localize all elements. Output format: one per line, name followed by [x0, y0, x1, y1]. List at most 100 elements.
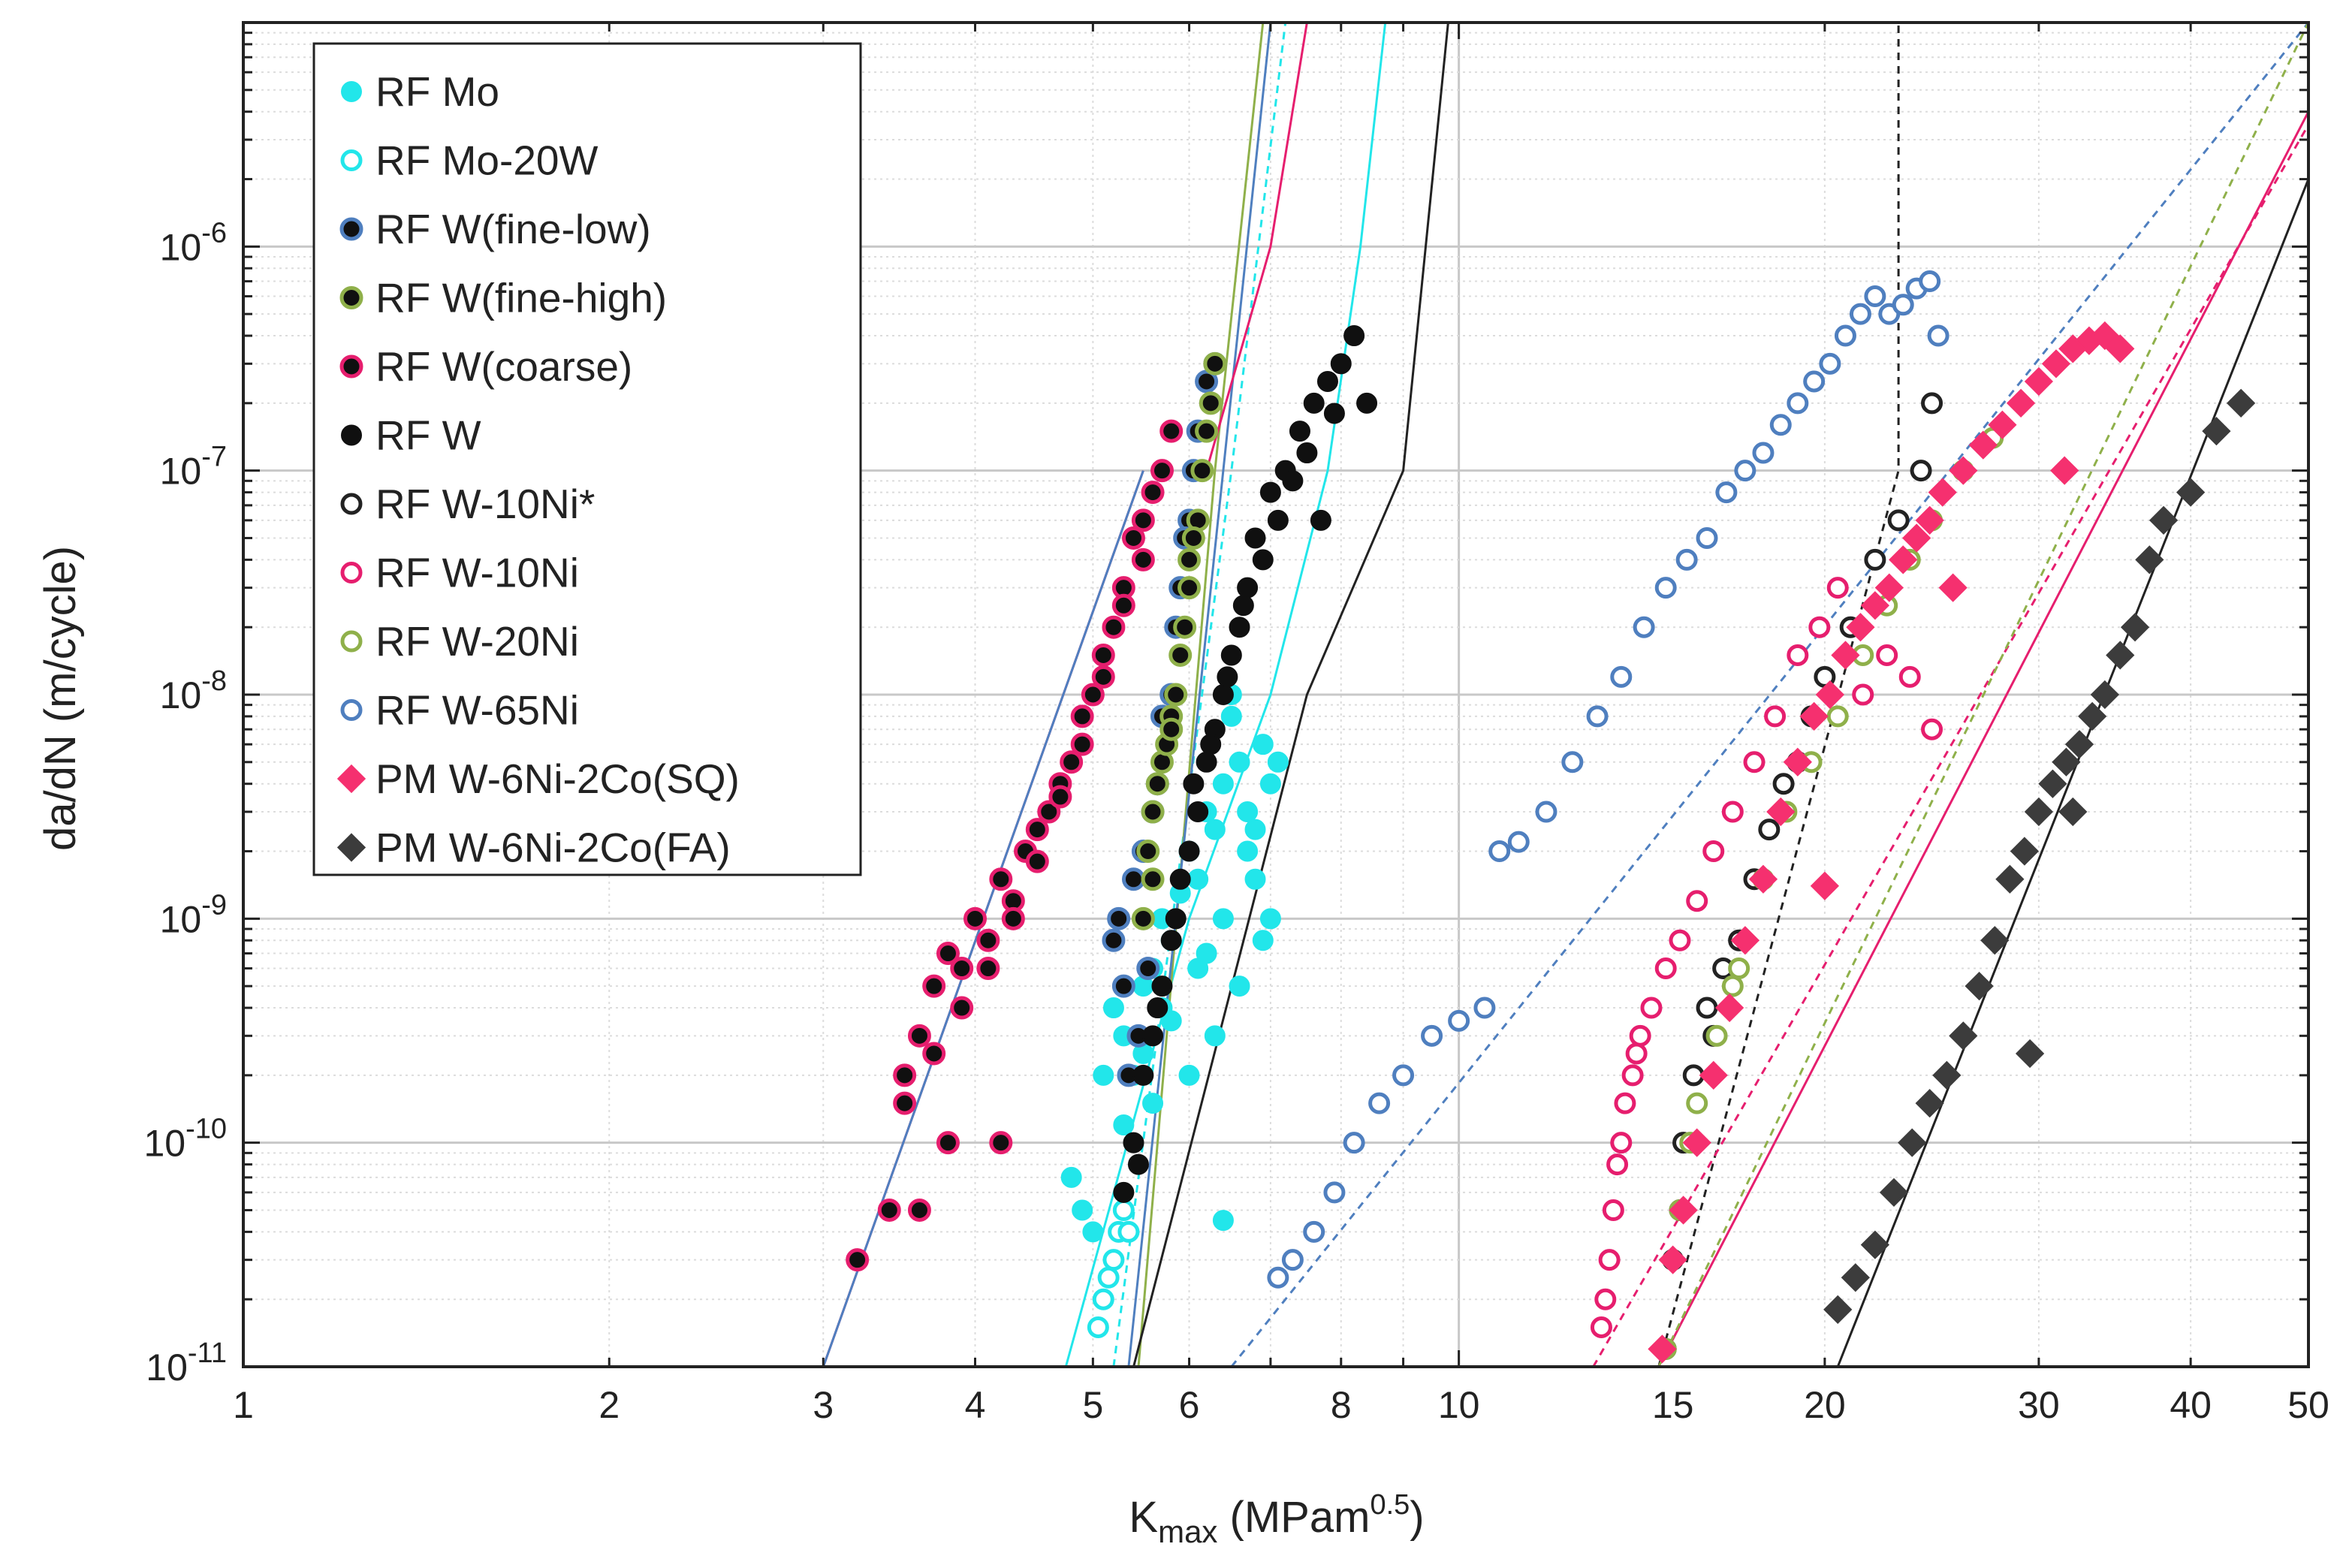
data-point — [1093, 1064, 1114, 1086]
data-point — [1310, 509, 1331, 531]
data-point — [1586, 705, 1609, 728]
data-point — [1212, 1210, 1234, 1232]
data-point — [1368, 1092, 1391, 1114]
data-point — [936, 942, 960, 966]
data-point — [1614, 1092, 1636, 1114]
data-point — [1178, 547, 1202, 571]
data-point — [1303, 392, 1325, 414]
x-axis-label-main: K — [1129, 1493, 1158, 1542]
data-point — [1141, 481, 1165, 505]
data-point — [1178, 840, 1200, 862]
data-point — [1237, 840, 1259, 862]
y-tick-label: 10-6 — [160, 217, 227, 268]
data-point — [1752, 442, 1775, 464]
x-axis-label-subscript: max — [1158, 1514, 1217, 1549]
data-point — [1927, 324, 1949, 347]
fit-line — [1592, 124, 2308, 1367]
legend-label: RF W-20Ni — [375, 618, 579, 665]
x-tick-label: 30 — [2018, 1384, 2060, 1426]
fit-line — [1657, 23, 2308, 1367]
data-point — [1783, 747, 1812, 776]
x-tick-label: 15 — [1652, 1384, 1694, 1426]
data-point — [2090, 680, 2120, 710]
data-point — [2227, 388, 2256, 418]
data-point — [1621, 1064, 1644, 1087]
data-point — [1928, 478, 1957, 507]
legend-label: PM W-6Ni-2Co(FA) — [375, 825, 731, 871]
data-point — [1252, 930, 1274, 951]
data-point — [1654, 577, 1677, 599]
series-rf-w-10ni — [1590, 577, 1943, 1338]
y-tick-label: 10-7 — [160, 442, 227, 493]
legend-marker — [336, 833, 366, 862]
data-point — [1001, 906, 1025, 930]
data-point — [1244, 819, 1266, 840]
data-point — [1070, 704, 1094, 728]
data-point — [1229, 617, 1250, 638]
data-point — [1131, 906, 1155, 930]
legend-marker — [336, 764, 366, 794]
data-point — [1102, 997, 1124, 1019]
data-point — [1187, 868, 1209, 890]
y-tick-label-exponent: -9 — [201, 889, 227, 921]
data-point — [1669, 1196, 1698, 1225]
data-point — [1892, 294, 1914, 316]
legend-marker — [340, 630, 363, 653]
data-point — [1196, 942, 1217, 964]
data-point — [1220, 705, 1242, 727]
data-point — [1151, 975, 1173, 997]
data-point — [1232, 595, 1254, 617]
data-point — [1220, 644, 1242, 666]
data-point — [1072, 1199, 1093, 1221]
legend-marker — [339, 286, 363, 309]
data-point — [1117, 1220, 1140, 1243]
x-tick-label: 6 — [1179, 1384, 1200, 1426]
data-point — [1787, 644, 1809, 666]
data-point — [1252, 734, 1274, 755]
legend-label: RF W — [375, 412, 481, 459]
data-point — [1625, 1042, 1648, 1065]
data-point — [1823, 1295, 1853, 1324]
data-point — [2006, 388, 2036, 418]
data-point — [1590, 1316, 1612, 1338]
data-point — [1165, 908, 1187, 930]
legend-label: RF W-10Ni — [375, 550, 579, 596]
data-point — [1932, 1060, 1962, 1090]
data-point — [1879, 1178, 1909, 1207]
data-point — [1915, 505, 1944, 535]
data-point — [2024, 366, 2054, 397]
data-point — [1160, 930, 1182, 951]
data-point — [1743, 751, 1766, 773]
data-point — [1178, 1064, 1200, 1086]
x-tick-label: 50 — [2287, 1384, 2329, 1426]
data-point — [1819, 352, 1841, 375]
data-point — [1898, 1128, 1927, 1157]
data-point — [1212, 773, 1234, 795]
data-point — [1919, 270, 1941, 293]
data-point — [1082, 1221, 1104, 1243]
legend-label: RF W-10Ni* — [375, 481, 595, 527]
data-point — [2050, 456, 2079, 485]
data-point — [1910, 460, 1932, 482]
data-point — [1102, 928, 1126, 952]
data-point — [1834, 324, 1856, 347]
data-point — [1131, 508, 1155, 532]
data-point — [1323, 1181, 1346, 1204]
y-tick-label-exponent: -10 — [185, 1114, 227, 1145]
data-point — [1081, 683, 1105, 707]
legend-label: RF W-65Ni — [375, 687, 579, 734]
x-tick-label: 20 — [1804, 1384, 1846, 1426]
data-point — [1721, 801, 1744, 823]
legend-marker — [340, 149, 363, 171]
data-point — [1889, 545, 1918, 574]
x-axis-tick-labels: 1 2 3 4 5 6 8 10 15 20 30 40 50 — [233, 1384, 2329, 1426]
data-point — [1097, 1266, 1120, 1289]
data-point — [1252, 549, 1274, 571]
x-tick-label: 5 — [1082, 1384, 1103, 1426]
series-pm-w-6ni-2co-fa — [1823, 388, 2256, 1324]
data-point — [877, 1198, 901, 1222]
data-point — [1488, 840, 1511, 863]
data-point — [1561, 751, 1584, 773]
